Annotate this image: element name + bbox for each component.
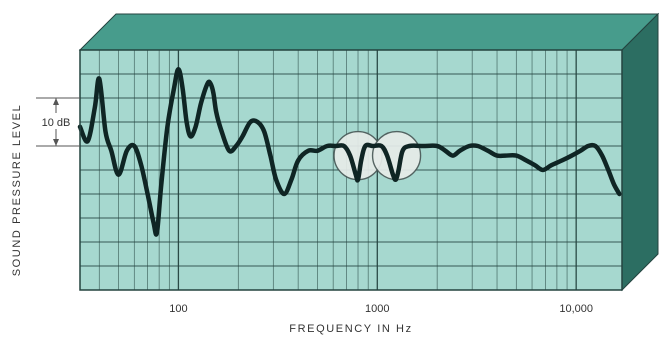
x-axis-label: FREQUENCY IN Hz: [289, 323, 412, 335]
scale-bar-arrow-down: [53, 139, 59, 146]
y-axis-label: SOUND PRESSURE LEVEL: [11, 104, 23, 277]
x-tick-labels: 100 1000 10,000: [169, 303, 593, 315]
x-tick-label: 1000: [365, 303, 389, 315]
box-side-face: [621, 12, 659, 292]
x-tick-label: 100: [169, 303, 187, 315]
frequency-response-curve: [77, 66, 622, 237]
box-top-face: [78, 13, 659, 51]
plot-border: [79, 49, 623, 291]
x-tick-label: 10,000: [559, 303, 593, 315]
scale-bar-arrow-up: [53, 98, 59, 105]
scale-bar: 10 dB: [36, 97, 80, 147]
scale-bar-label: 10 dB: [42, 117, 71, 129]
